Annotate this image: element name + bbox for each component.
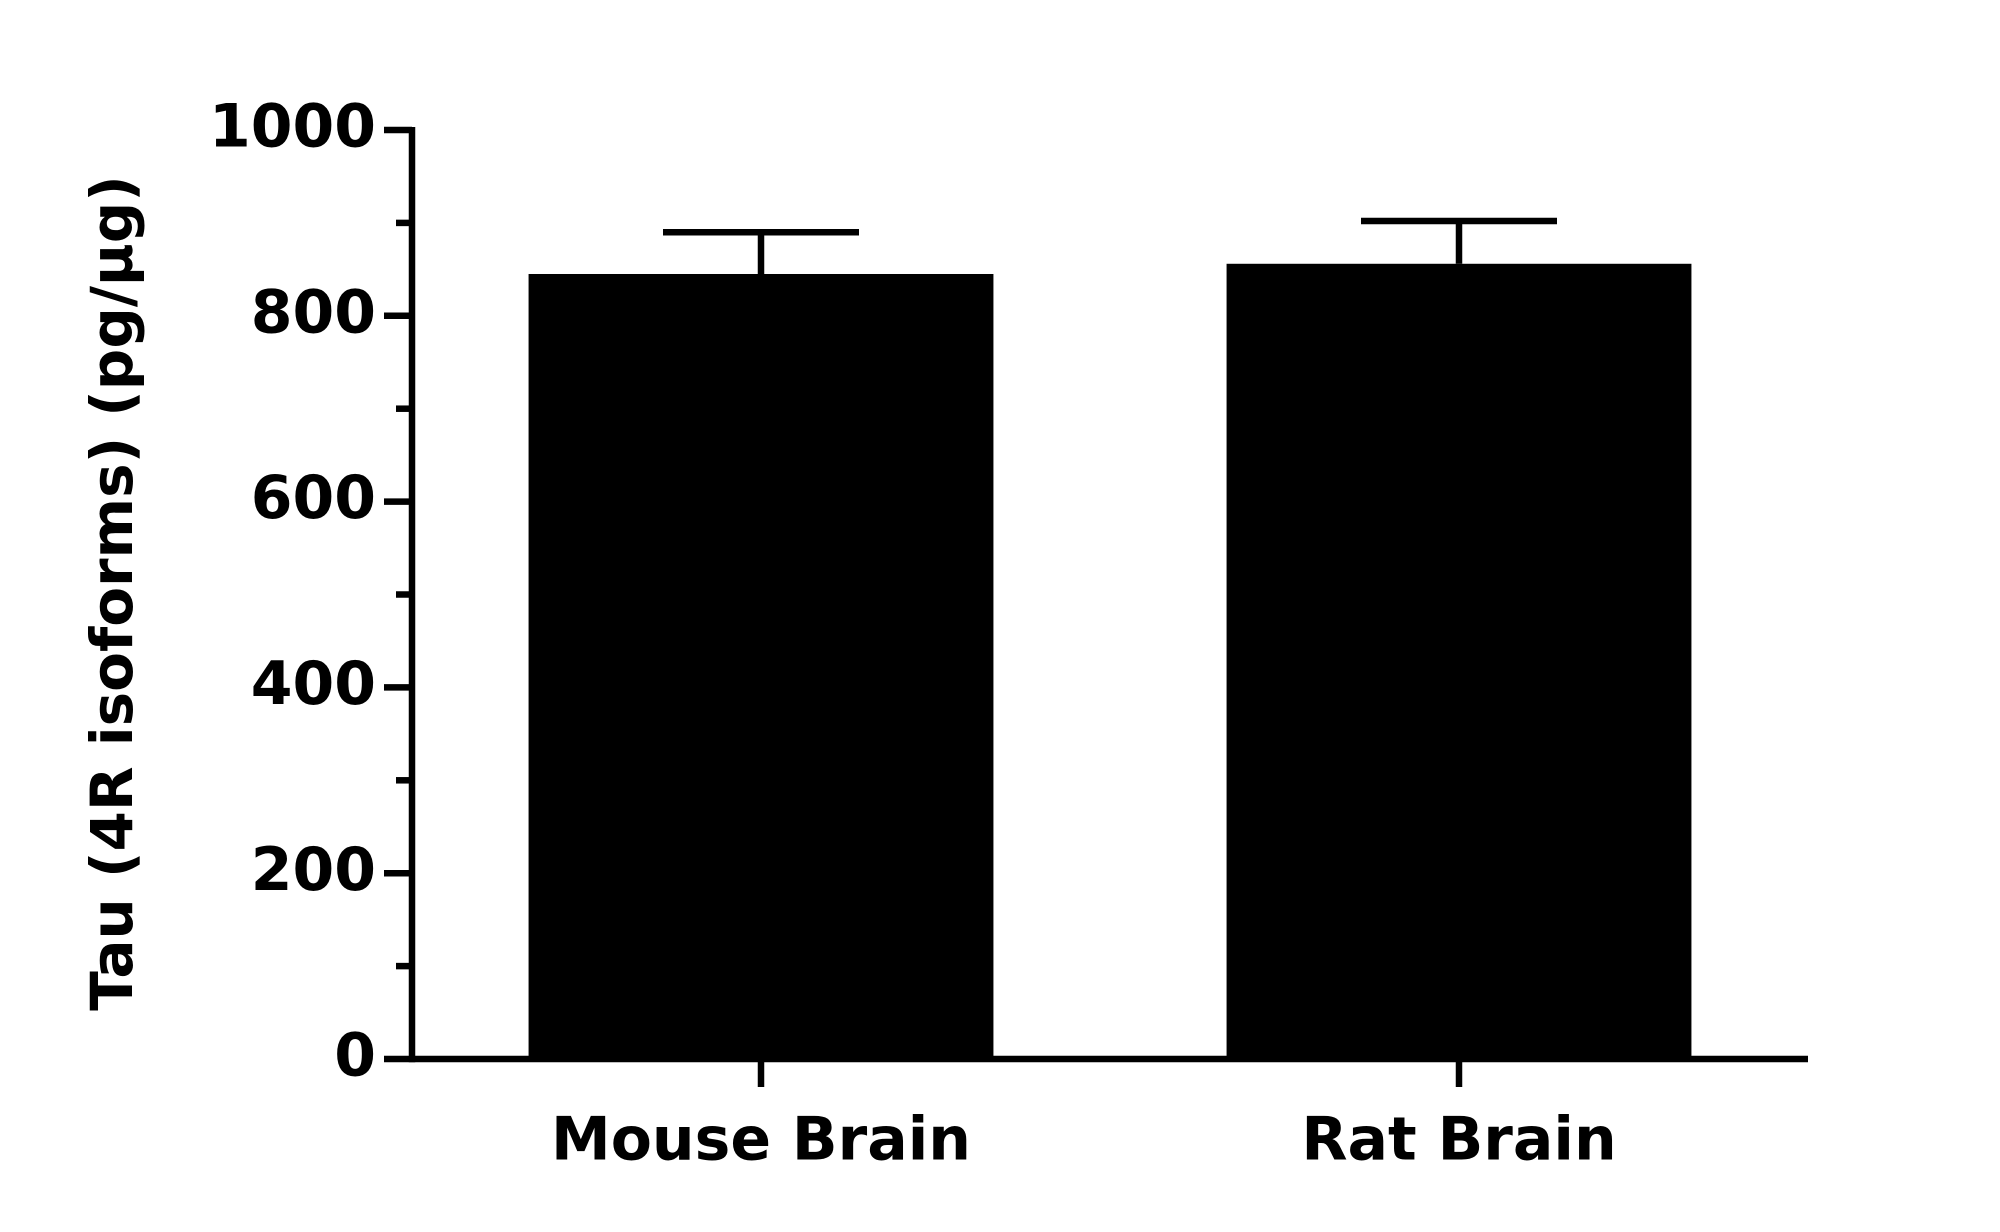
y-tick-label: 200: [251, 835, 376, 905]
y-tick-label: 0: [334, 1021, 376, 1091]
y-axis-label: Tau (4R isoforms) (pg/µg): [78, 175, 146, 1010]
x-tick-label: Rat Brain: [1301, 1105, 1616, 1175]
bar: [528, 273, 994, 1059]
y-tick-label: 600: [251, 463, 376, 533]
bar: [1226, 263, 1692, 1059]
y-tick-label: 400: [251, 649, 376, 719]
x-tick-label: Mouse Brain: [551, 1105, 971, 1175]
y-tick-label: 1000: [209, 92, 376, 162]
y-tick-label: 800: [251, 277, 376, 347]
